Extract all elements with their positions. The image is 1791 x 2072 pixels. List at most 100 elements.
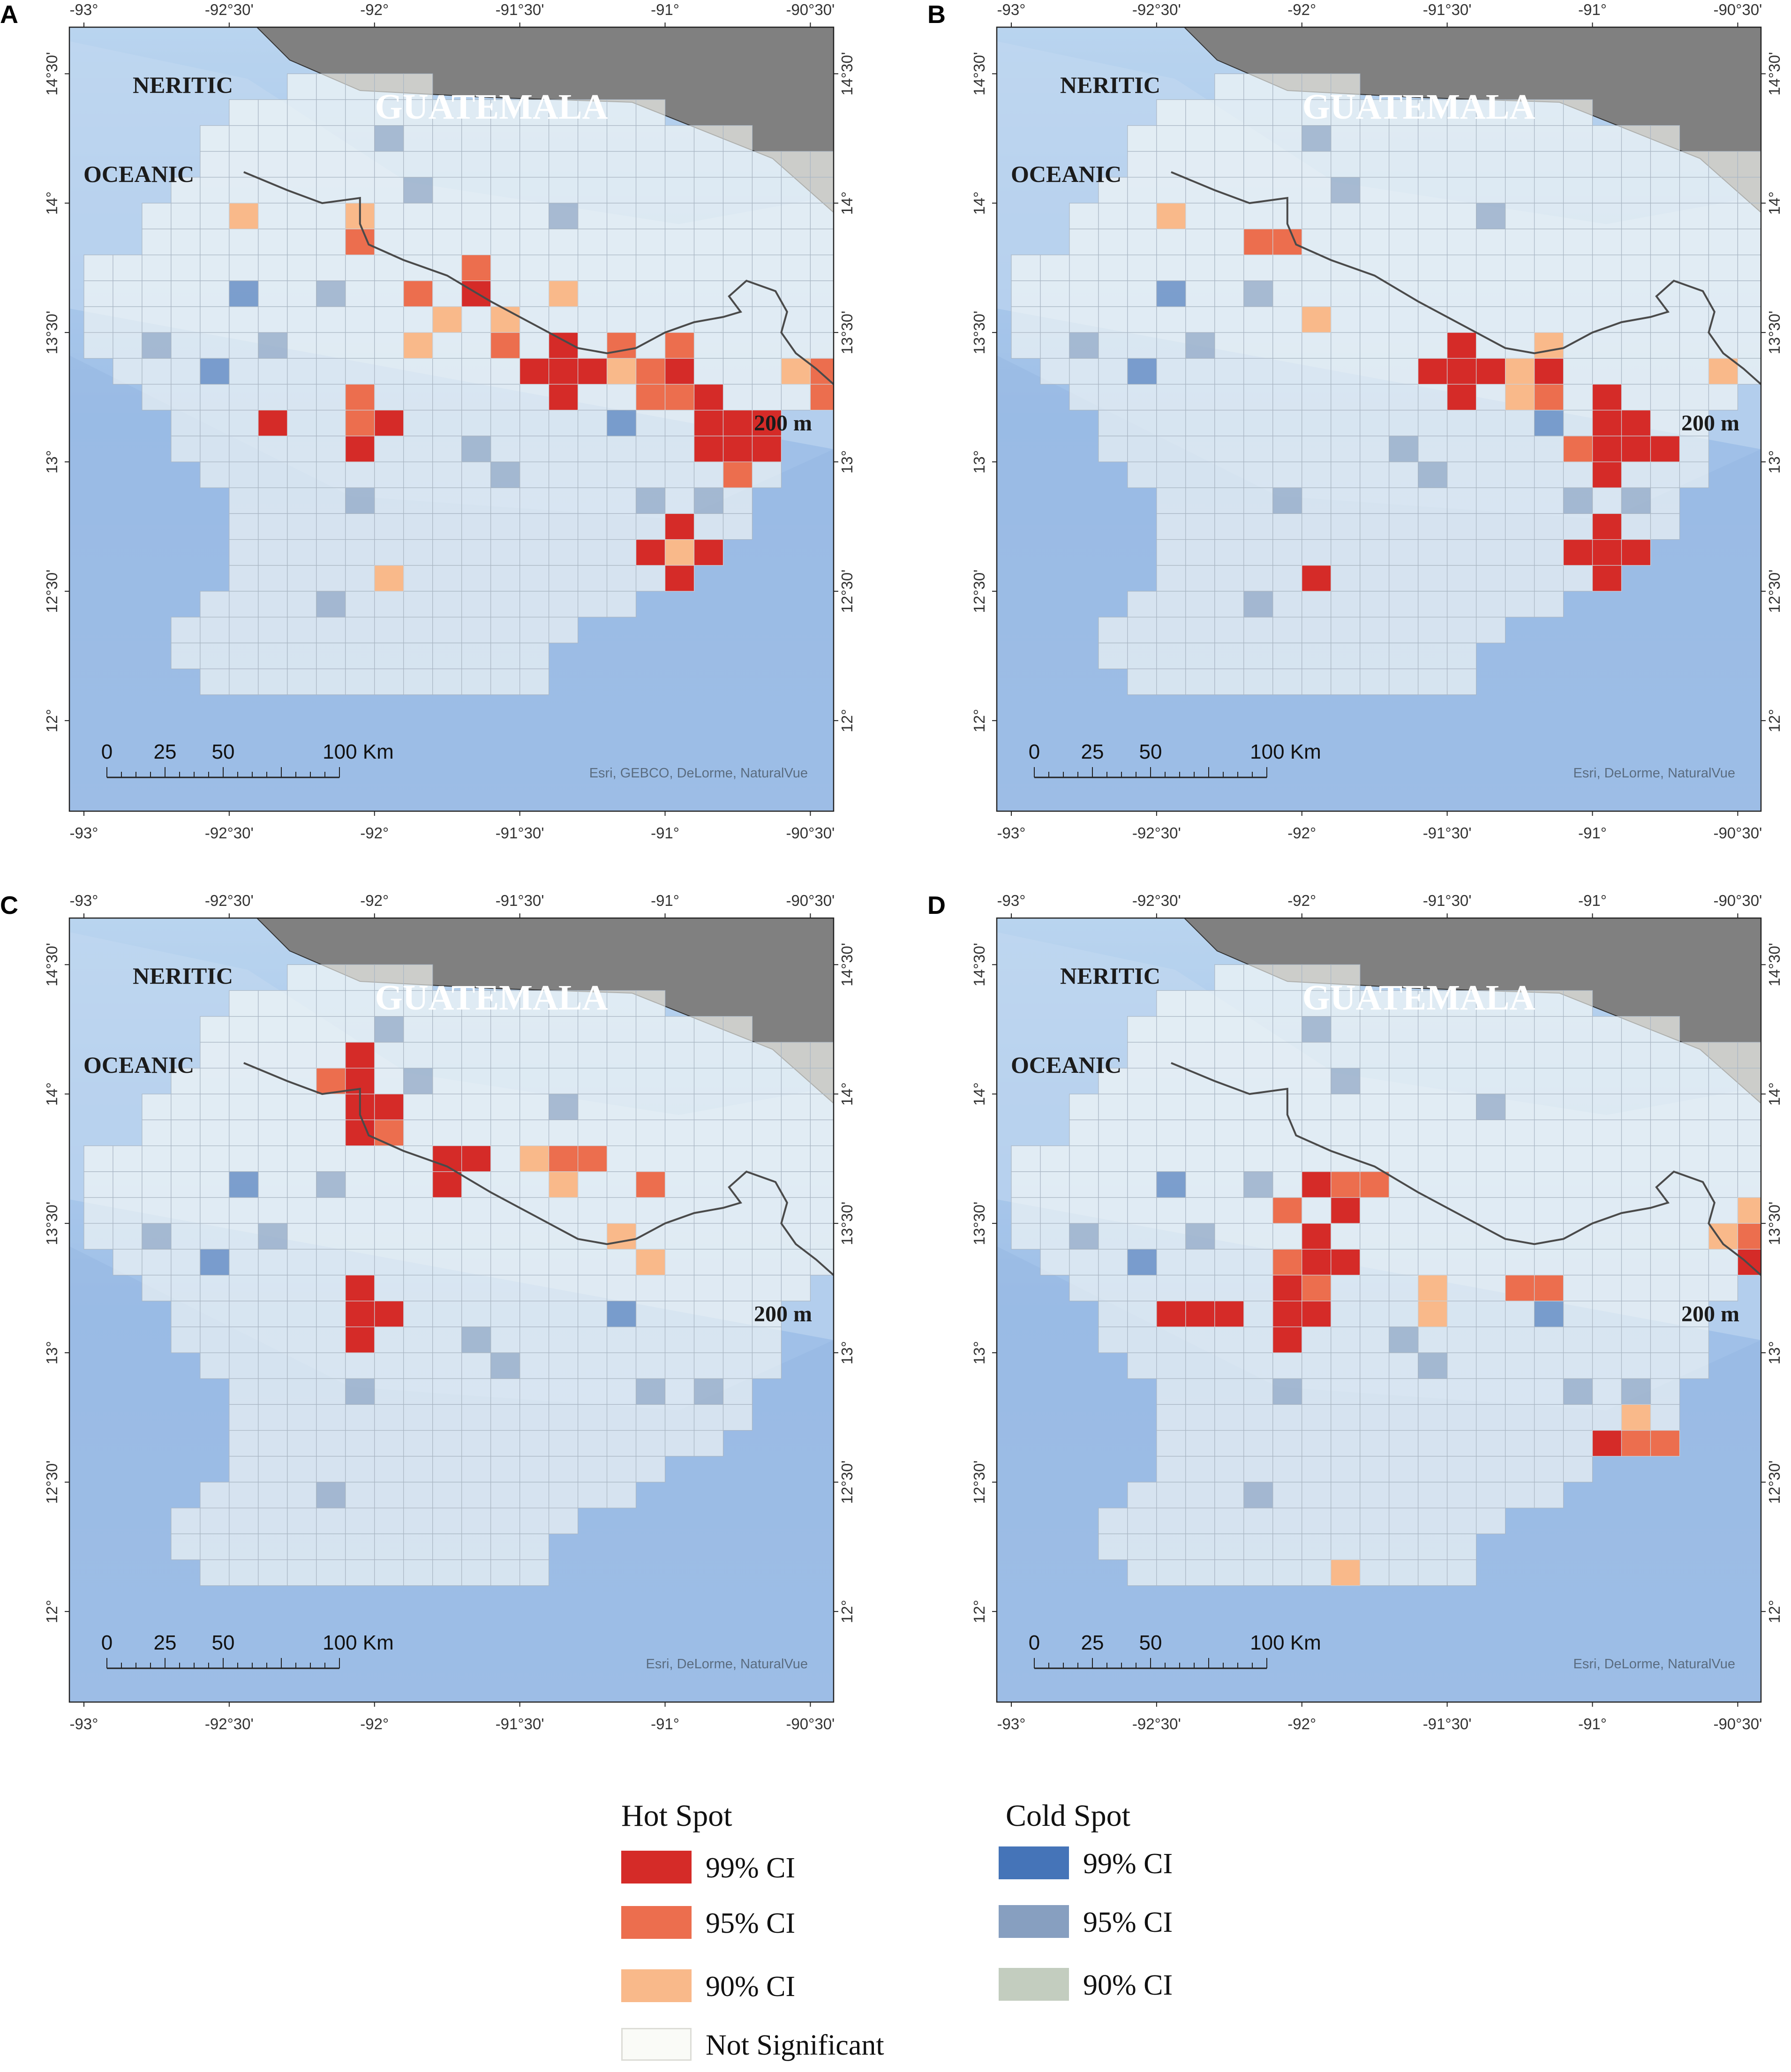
grid-cell: [752, 177, 782, 203]
hot-spot-cell: [1418, 1274, 1448, 1302]
grid-cell: [258, 1456, 288, 1483]
hot-spot-cell: [345, 1274, 375, 1302]
grid-cell: [1447, 228, 1477, 256]
grid-cell: [229, 1093, 259, 1121]
grid-cell: [1505, 1223, 1535, 1250]
grid-cell: [258, 461, 288, 488]
grid-cell: [1650, 151, 1680, 178]
hot-spot-cell: [635, 384, 666, 411]
grid-cell: [1563, 228, 1593, 256]
grid-cell: [200, 617, 230, 643]
grid-cell: [229, 306, 259, 333]
grid-cell: [200, 1274, 230, 1302]
panel-letter: B: [927, 0, 946, 29]
grid-cell: [316, 1223, 346, 1250]
lon-tick-label: -92°30': [1132, 892, 1181, 909]
grid-cell: [752, 1119, 782, 1146]
hot-spot-cell: [1331, 1249, 1361, 1276]
grid-cell: [1650, 280, 1680, 307]
grid-cell: [258, 254, 288, 281]
grid-cell: [142, 1249, 172, 1276]
grid-cell: [1534, 1197, 1564, 1224]
grid-cell: [1243, 306, 1273, 333]
grid-cell: [1127, 1042, 1157, 1069]
grid-cell: [1069, 306, 1099, 333]
grid-cell: [577, 436, 608, 462]
grid-cell: [1185, 1326, 1215, 1353]
hot-spot-cell: [1592, 436, 1622, 462]
grid-cell: [519, 642, 549, 670]
grid-cell: [1185, 1093, 1215, 1121]
grid-cell: [606, 1274, 637, 1302]
lat-tick-label: 12°30': [971, 569, 988, 613]
lon-tick-label: -91°30': [496, 1, 544, 18]
grid-cell: [374, 203, 404, 230]
grid-cell: [171, 1093, 201, 1121]
grid-cell: [1360, 254, 1390, 281]
lon-tick-label: -92°30': [1132, 1, 1181, 18]
grid-cell: [403, 461, 433, 488]
grid-cell: [461, 1352, 491, 1379]
grid-cell: [577, 487, 608, 514]
grid-cell: [1360, 151, 1390, 178]
grid-cell: [200, 1068, 230, 1094]
grid-cell: [83, 1145, 113, 1172]
grid-cell: [1243, 565, 1273, 592]
grid-cell: [664, 177, 695, 203]
grid-cell: [258, 1533, 288, 1560]
grid-cell: [693, 1326, 724, 1353]
grid-cell: [519, 1326, 549, 1353]
grid-cell: [606, 539, 637, 566]
lon-tick-label: -91°30': [496, 1715, 544, 1733]
grid-cell: [722, 1301, 753, 1327]
grid-cell: [1505, 1456, 1535, 1483]
grid-cell: [1592, 1249, 1622, 1276]
grid-cell: [171, 358, 201, 385]
neritic-label: NERITIC: [1060, 72, 1160, 98]
grid-cell: [258, 99, 288, 126]
grid-cell: [432, 1507, 462, 1534]
hot-spot-cell: [722, 436, 753, 462]
grid-cell: [1389, 1456, 1419, 1483]
grid-cell: [1447, 1068, 1477, 1094]
grid-cell: [1185, 617, 1215, 643]
lon-tick-label: -93°: [70, 892, 98, 909]
grid-cell: [1737, 1145, 1761, 1172]
hot-spot-cell: [432, 1171, 462, 1198]
grid-cell: [1156, 99, 1186, 126]
grid-cell: [1679, 1068, 1709, 1094]
grid-cell: [142, 1093, 172, 1121]
grid-cell: [1650, 306, 1680, 333]
grid-cell: [1127, 254, 1157, 281]
cold-spot-cell: [635, 487, 666, 514]
grid-cell: [316, 1093, 346, 1121]
grid-cell: [549, 487, 579, 514]
grid-cell: [1243, 384, 1273, 411]
grid-cell: [1185, 668, 1215, 695]
grid-cell: [1505, 1016, 1535, 1043]
hot-spot-cell: [1302, 306, 1332, 333]
grid-cell: [635, 151, 666, 178]
grid-cell: [461, 668, 491, 695]
grid-cell: [432, 617, 462, 643]
cold-spot-cell: [316, 1482, 346, 1508]
grid-cell: [1156, 513, 1186, 540]
grid-cell: [374, 228, 404, 256]
grid-cell: [1156, 228, 1186, 256]
cold-spot-cell: [1272, 1378, 1302, 1405]
grid-cell: [374, 1145, 404, 1172]
hot-spot-cell: [693, 436, 724, 462]
grid-cell: [1679, 1249, 1709, 1276]
grid-cell: [1447, 1507, 1477, 1534]
grid-cell: [1447, 1145, 1477, 1172]
grid-cell: [1505, 1352, 1535, 1379]
cold-spot-cell: [693, 1378, 724, 1405]
grid-cell: [171, 254, 201, 281]
grid-cell: [287, 1507, 317, 1534]
grid-cell: [664, 203, 695, 230]
grid-cell: [1040, 1197, 1070, 1224]
hot-spot-cell: [1592, 410, 1622, 437]
grid-cell: [113, 306, 143, 333]
lon-tick-label: -92°30': [205, 1, 254, 18]
hot-spot-cell: [1505, 384, 1535, 411]
